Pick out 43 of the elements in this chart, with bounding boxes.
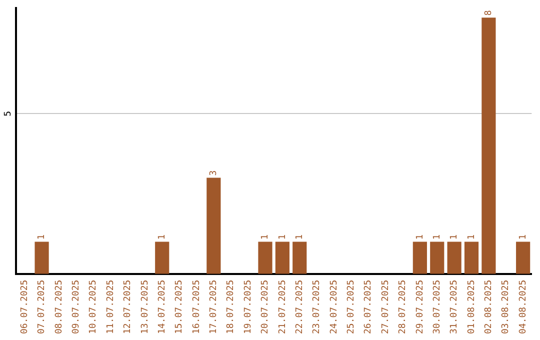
data-label: 1 — [37, 234, 48, 240]
x-tick-label: 29.07.2025 — [415, 280, 426, 334]
data-label: 1 — [260, 234, 271, 240]
x-tick-label: 09.07.2025 — [72, 280, 82, 334]
x-tick-label: 02.08.2025 — [484, 280, 494, 334]
x-tick-label: 11.07.2025 — [106, 280, 116, 334]
x-tick-label: 21.07.2025 — [278, 280, 288, 334]
data-label: 3 — [209, 170, 220, 176]
data-label: 1 — [432, 234, 442, 240]
x-tick-label: 31.07.2025 — [450, 280, 460, 334]
x-tick-label: 24.07.2025 — [329, 280, 340, 334]
x-tick-label: 26.07.2025 — [364, 280, 374, 334]
y-tick-label: 5 — [3, 110, 14, 116]
x-tick-label: 15.07.2025 — [174, 280, 185, 334]
x-tick-label: 16.07.2025 — [192, 280, 202, 334]
x-tick-label: 06.07.2025 — [20, 280, 30, 334]
x-tick-label: 14.07.2025 — [157, 280, 168, 334]
x-tick-label: 22.07.2025 — [294, 280, 305, 334]
data-label: 8 — [484, 10, 494, 16]
x-tick-label: 17.07.2025 — [209, 280, 220, 334]
data-label: 1 — [278, 234, 288, 240]
x-tick-label: 28.07.2025 — [398, 280, 408, 334]
x-tick-label: 04.08.2025 — [518, 280, 528, 334]
x-tick-label: 18.07.2025 — [226, 280, 236, 334]
data-label: 1 — [294, 234, 305, 240]
x-tick-label: 10.07.2025 — [88, 280, 99, 334]
x-tick-label: 12.07.2025 — [123, 280, 134, 334]
x-tick-label: 08.07.2025 — [54, 280, 64, 334]
data-label: 1 — [466, 234, 477, 240]
x-tick-label: 19.07.2025 — [243, 280, 254, 334]
x-tick-label: 27.07.2025 — [380, 280, 391, 334]
data-label: 1 — [450, 234, 460, 240]
x-tick-label: 20.07.2025 — [260, 280, 271, 334]
x-tick-label: 13.07.2025 — [140, 280, 150, 334]
x-tick-label: 01.08.2025 — [466, 280, 477, 334]
x-tick-label: 23.07.2025 — [312, 280, 322, 334]
data-label: 1 — [157, 234, 168, 240]
data-label: 1 — [415, 234, 426, 240]
x-tick-label: 25.07.2025 — [346, 280, 357, 334]
data-label: 1 — [518, 234, 528, 240]
x-tick-label: 07.07.2025 — [37, 280, 48, 334]
x-tick-label: 30.07.2025 — [432, 280, 442, 334]
x-tick-label: 03.08.2025 — [501, 280, 512, 334]
